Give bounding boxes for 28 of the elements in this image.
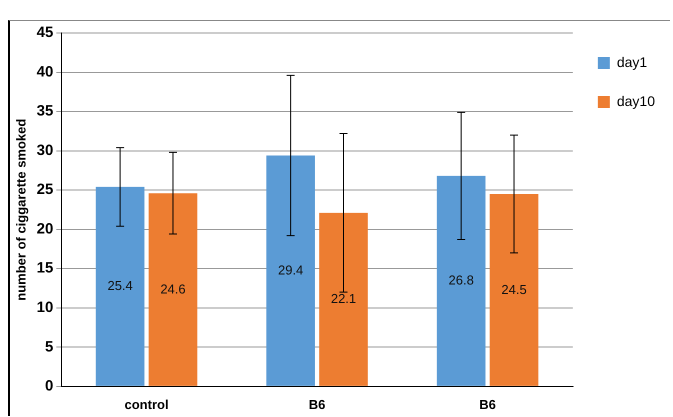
x-tick-label: B6 [308, 396, 326, 412]
y-tick-label: 40 [36, 63, 54, 80]
y-tick-label: 25 [36, 181, 54, 198]
data-label: 22.1 [330, 291, 356, 306]
data-label: 26.8 [448, 272, 474, 288]
bar [266, 156, 315, 386]
data-label: 24.6 [160, 281, 186, 296]
y-tick-label: 45 [36, 24, 54, 42]
y-tick-label: 15 [36, 260, 54, 277]
y-tick-label: 0 [44, 378, 54, 395]
data-label: 29.4 [278, 262, 304, 278]
x-tick-label: B6 [479, 396, 496, 412]
bar [436, 176, 486, 386]
bar [319, 212, 368, 386]
y-tick-label: 10 [36, 299, 54, 316]
data-label: 25.4 [107, 278, 133, 294]
y-tick-label: 35 [36, 102, 54, 120]
legend-label: day1 [616, 54, 648, 70]
y-tick-label: 30 [36, 142, 54, 159]
bar [96, 186, 144, 386]
bar [148, 193, 198, 386]
y-axis-title: number of ciggarette smoked [13, 118, 28, 301]
legend-label: day10 [616, 92, 656, 109]
bar [490, 194, 538, 386]
y-tick-label: 20 [36, 220, 54, 238]
x-tick-label: control [124, 396, 169, 412]
data-label: 24.5 [501, 282, 527, 297]
y-tick-label: 5 [44, 338, 54, 356]
